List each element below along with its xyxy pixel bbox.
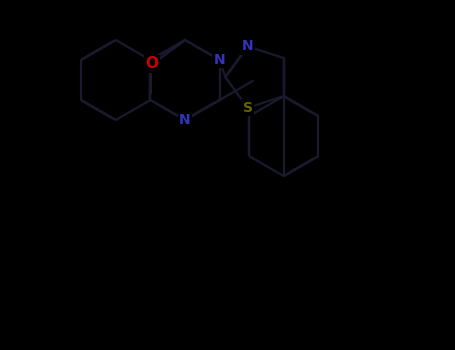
Text: N: N bbox=[214, 53, 226, 67]
Text: N: N bbox=[179, 113, 191, 127]
Text: N: N bbox=[242, 39, 253, 53]
Text: S: S bbox=[243, 101, 253, 115]
Text: O: O bbox=[146, 56, 159, 71]
